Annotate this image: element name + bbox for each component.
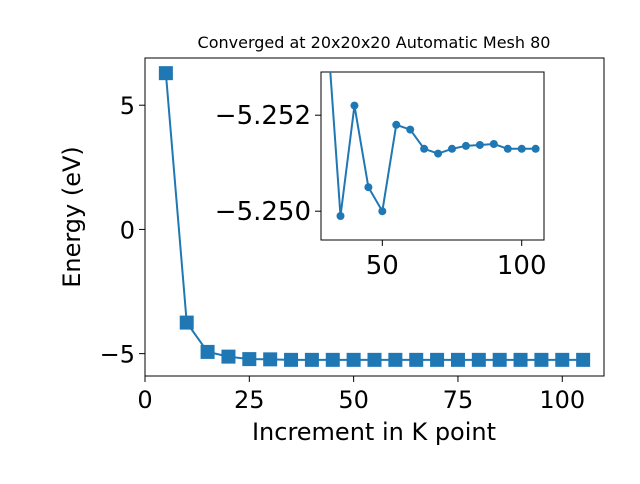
data-point	[179, 315, 194, 330]
data-point	[409, 352, 424, 367]
chart-title: Converged at 20x20x20 Automatic Mesh 80	[198, 33, 551, 52]
x-axis-label: Increment in K point	[252, 418, 496, 446]
data-point	[336, 212, 345, 220]
data-point	[378, 207, 387, 216]
y-tick-label: −5	[100, 341, 135, 369]
x-tick-label: 50	[366, 251, 399, 281]
data-point	[158, 66, 173, 81]
data-point	[364, 183, 373, 192]
data-point	[434, 149, 443, 158]
data-point	[221, 349, 236, 364]
main-x-ticks: 0 25 50 75 100	[137, 376, 585, 414]
data-point	[392, 120, 401, 129]
inset-plot-area	[320, 71, 545, 241]
data-point	[323, 15, 331, 23]
x-tick-label: 25	[234, 386, 265, 414]
y-tick-label: 5	[120, 92, 135, 120]
data-point	[200, 344, 215, 359]
inset-series	[323, 15, 540, 220]
data-point	[555, 352, 570, 367]
y-tick-label: 0	[120, 216, 135, 244]
data-point	[263, 352, 278, 367]
x-tick-label: 100	[497, 251, 547, 281]
series-line	[329, 72, 536, 217]
inset-y-ticks: −5.252 −5.250	[215, 101, 321, 227]
data-point	[448, 144, 457, 153]
data-point	[350, 101, 359, 110]
y-tick-label: −5.250	[215, 197, 311, 227]
data-point	[346, 352, 361, 367]
inset-x-ticks: 50 100	[366, 240, 547, 281]
x-tick-label: 50	[338, 386, 369, 414]
data-point	[513, 352, 528, 367]
data-point	[388, 352, 403, 367]
data-point	[420, 144, 429, 153]
x-tick-label: 0	[137, 386, 152, 414]
data-point	[489, 140, 498, 148]
x-tick-label: 75	[443, 386, 474, 414]
data-point	[406, 125, 415, 134]
data-point	[284, 352, 299, 367]
data-point	[325, 352, 340, 367]
data-point	[534, 352, 549, 367]
y-tick-label: −5.252	[215, 101, 311, 131]
data-point	[517, 144, 526, 153]
y-axis-label: Energy (eV)	[58, 146, 86, 288]
data-point	[503, 144, 512, 153]
data-point	[304, 352, 319, 367]
data-point	[461, 141, 470, 150]
main-series	[158, 66, 591, 367]
data-point	[430, 352, 445, 367]
data-point	[531, 144, 540, 153]
main-y-ticks: −5 0 5	[100, 92, 145, 369]
data-point	[367, 352, 382, 367]
data-point	[471, 352, 486, 367]
data-point	[242, 352, 257, 367]
data-point	[576, 352, 591, 367]
data-point	[492, 352, 507, 367]
x-tick-label: 100	[539, 386, 585, 414]
data-point	[475, 140, 484, 149]
data-point	[450, 352, 465, 367]
